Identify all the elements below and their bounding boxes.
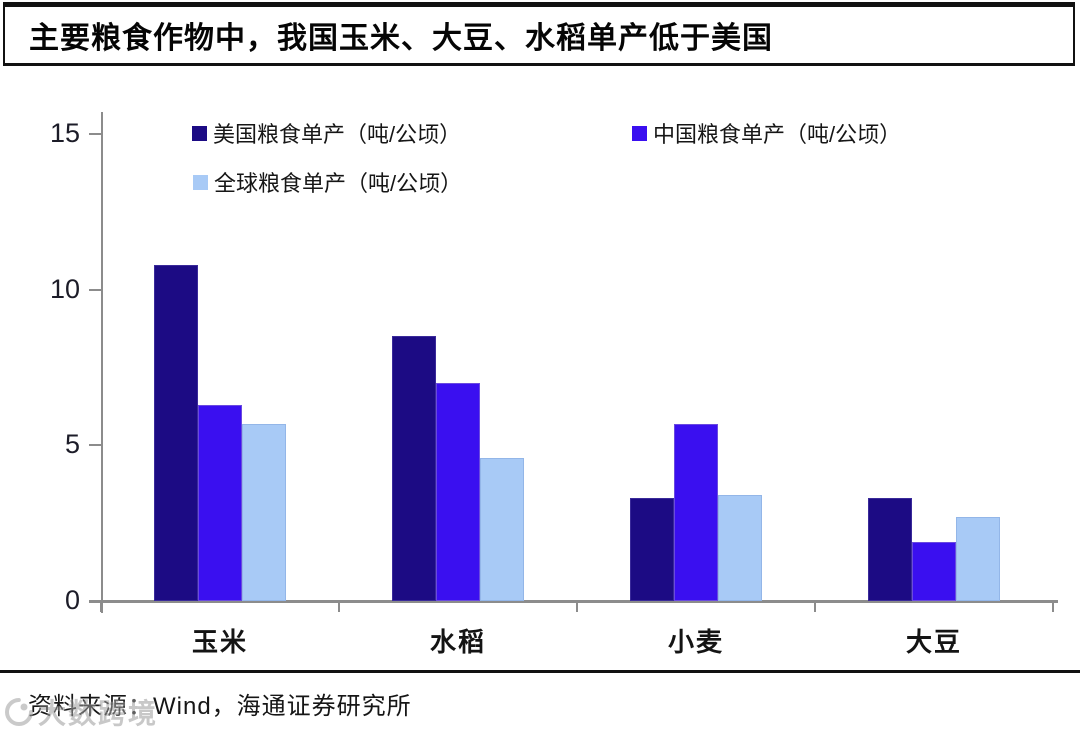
bar-global-rice	[480, 458, 524, 601]
y-axis-tick-15	[89, 133, 101, 135]
bar-global-soybean	[956, 517, 1000, 601]
x-axis-tick-0	[100, 601, 102, 612]
category-label-soybean: 大豆	[905, 627, 962, 657]
legend-swatch-china	[632, 125, 647, 141]
legend-label-china: 中国粮食单产（吨/公顷）	[653, 122, 902, 147]
figure-title: 主要粮食作物中，我国玉米、大豆、水稻单产低于美国	[29, 22, 773, 55]
legend-item-us: 美国粮食单产（吨/公顷）	[192, 117, 461, 149]
legend-label-us: 美国粮食单产（吨/公顷）	[213, 122, 462, 147]
bar-global-corn	[242, 424, 286, 601]
category-label-corn: 玉米	[191, 627, 248, 657]
category-label-wheat: 小麦	[667, 627, 724, 657]
category-label-rice: 水稻	[429, 627, 486, 657]
y-axis-tick-10	[89, 288, 101, 291]
bar-china-wheat	[674, 424, 718, 601]
bar-us-soybean	[868, 498, 912, 601]
bar-us-wheat	[630, 498, 674, 601]
y-axis-label-10: 10	[49, 273, 80, 304]
y-axis-line	[101, 112, 103, 613]
bar-china-soybean	[912, 542, 956, 601]
x-axis-tick-4	[1052, 601, 1054, 612]
x-axis-tick-3	[814, 601, 816, 612]
y-axis-label-5: 5	[64, 429, 80, 460]
y-axis-tick-5	[89, 444, 101, 447]
bar-us-rice	[392, 336, 436, 601]
x-axis-tick-1	[338, 601, 340, 612]
x-axis-tick-2	[576, 601, 578, 612]
y-axis-tick-0	[89, 600, 101, 602]
bar-china-corn	[198, 405, 242, 601]
figure-title-box: 主要粮食作物中，我国玉米、大豆、水稻单产低于美国	[3, 2, 1075, 66]
y-axis-label-15: 15	[49, 118, 80, 148]
legend-swatch-us	[192, 125, 207, 141]
x-axis-line	[89, 600, 1058, 603]
bar-global-wheat	[718, 495, 762, 601]
bar-us-corn	[154, 265, 198, 601]
footer-divider	[0, 670, 1080, 673]
legend-item-global: 全球粮食单产（吨/公顷）	[193, 166, 462, 198]
legend-item-china: 中国粮食单产（吨/公顷）	[632, 117, 901, 149]
bar-china-rice	[436, 383, 480, 601]
legend-swatch-global	[193, 174, 208, 190]
source-note: 资料来源：Wind，海通证券研究所	[28, 693, 412, 720]
legend-label-global: 全球粮食单产（吨/公顷）	[214, 171, 463, 196]
y-axis-label-0: 0	[64, 585, 80, 615]
